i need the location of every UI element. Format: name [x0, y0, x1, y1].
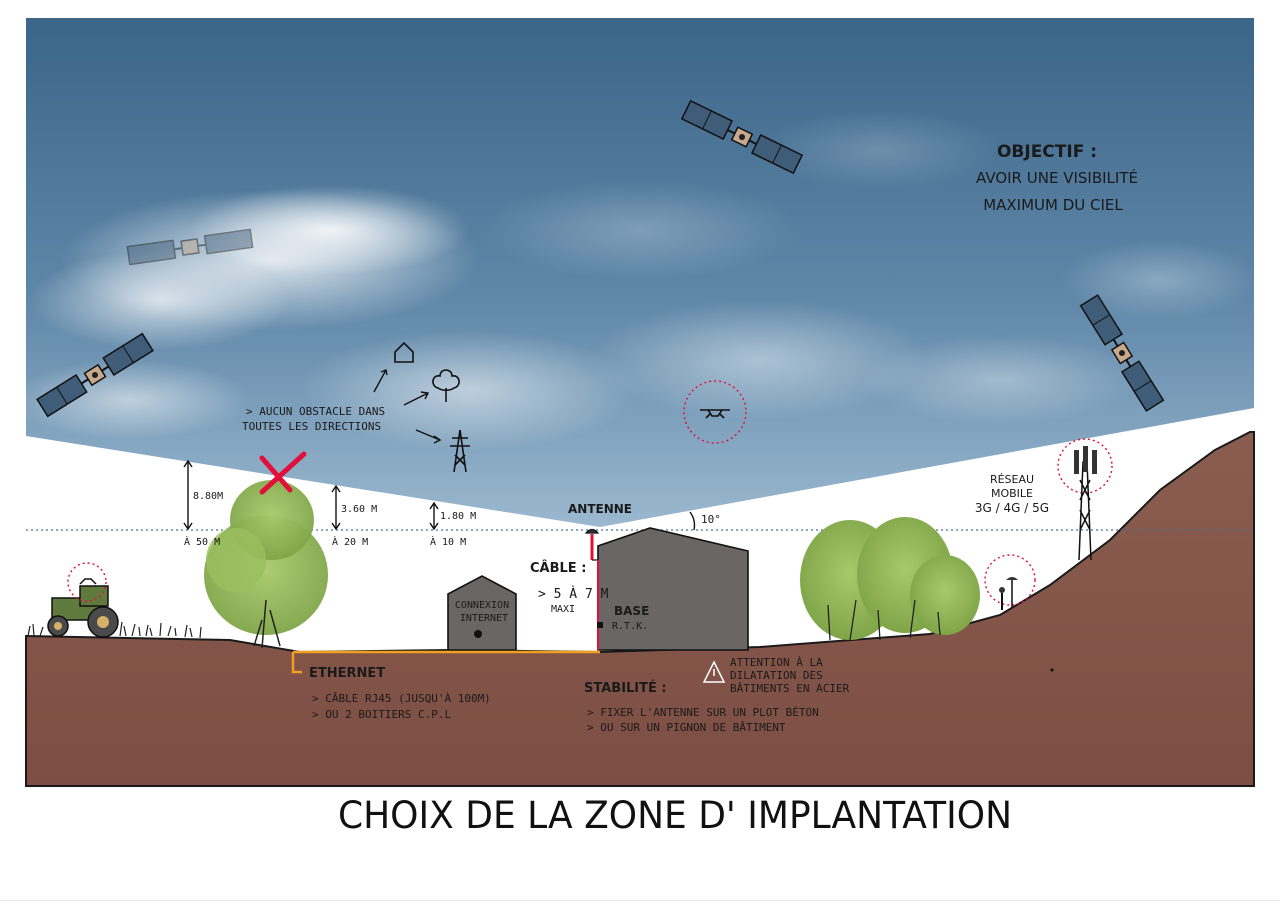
mobile-line-2: MOBILE: [991, 487, 1033, 500]
cable-line-2: MAXI: [551, 604, 575, 615]
objective-line-1: AVOIR UNE VISIBILITÉ: [976, 168, 1138, 187]
stability-line-1: > FIXER L'ANTENNE SUR UN PLOT BÉTON: [587, 706, 819, 719]
satellite-icon: [36, 332, 154, 418]
angle-label: 10°: [701, 513, 721, 526]
height-label-1: 8.80M: [193, 491, 223, 502]
tree-obstacle: [204, 480, 328, 649]
grass: [27, 621, 202, 639]
diagram-caption: CHOIX DE LA ZONE D' IMPLANTATION: [337, 794, 1013, 838]
cable-line-1: > 5 À 7 M: [538, 586, 609, 602]
tractor-icon: [47, 562, 119, 638]
objective-title: OBJECTIF :: [997, 142, 1097, 162]
distance-label-2: À 20 M: [332, 535, 368, 548]
house-icon: [394, 341, 414, 363]
drone-icon: [683, 380, 747, 444]
height-label-2: 3.60 M: [341, 504, 377, 515]
satellite-icon: [680, 99, 804, 175]
arrows: [373, 369, 442, 444]
close-icon: [259, 451, 307, 495]
ethernet-title: ETHERNET: [309, 666, 385, 681]
warning-line-3: BÂTIMENTS EN ACIER: [730, 682, 850, 695]
mobile-line-3: 3G / 4G / 5G: [975, 501, 1049, 515]
base-subtitle: R.T.K.: [612, 621, 648, 632]
antenna-label: ANTENNE: [568, 502, 632, 516]
stability-line-2: > OU SUR UN PIGNON DE BÂTIMENT: [587, 721, 786, 734]
height-marker-10m: [429, 501, 439, 531]
ethernet-line-1: > CÂBLE RJ45 (JUSQU'À 100M): [312, 692, 491, 705]
base-title: BASE: [614, 604, 649, 618]
connexion-line-1: CONNEXION: [455, 600, 509, 611]
antenna-icon: [584, 528, 600, 561]
obstacles-line-1: > AUCUN OBSTACLE DANS: [246, 405, 385, 418]
internet-building: [447, 575, 517, 651]
base-rtk-box: [597, 622, 603, 628]
angle-arc: [689, 511, 696, 531]
power-pylon-icon: [450, 429, 470, 473]
height-marker-50m: [183, 459, 193, 531]
warning-line-1: ATTENTION À LA: [730, 656, 823, 669]
cable-title: CÂBLE :: [530, 560, 586, 576]
warning-icon: [702, 660, 726, 683]
tree-cluster: [800, 517, 980, 641]
objective-line-2: MAXIMUM DU CIEL: [983, 196, 1123, 214]
distance-label-1: À 50 M: [184, 535, 220, 548]
connexion-line-2: INTERNET: [460, 613, 508, 624]
satellite-icon: [1079, 294, 1165, 412]
height-label-3: 1.80 M: [440, 511, 476, 522]
cell-tower-icon: [1057, 438, 1113, 561]
warning-line-2: DILATATION DES: [730, 669, 823, 682]
rover-icon: [984, 554, 1036, 610]
tree-icon: [432, 369, 460, 402]
ethernet-line-2: > OU 2 BOITIERS C.P.L: [312, 708, 451, 721]
footer-divider: [0, 900, 1280, 901]
obstacles-line-2: TOUTES LES DIRECTIONS: [242, 420, 381, 433]
height-marker-20m: [331, 484, 341, 531]
satellite-icon: [126, 228, 254, 266]
ethernet-cable: [291, 650, 600, 674]
stability-title: STABILITÉ :: [584, 680, 667, 696]
sky: [10, 18, 1260, 527]
ground: [25, 431, 1255, 787]
mobile-line-1: RÉSEAU: [990, 473, 1034, 486]
distance-label-3: À 10 M: [430, 535, 466, 548]
